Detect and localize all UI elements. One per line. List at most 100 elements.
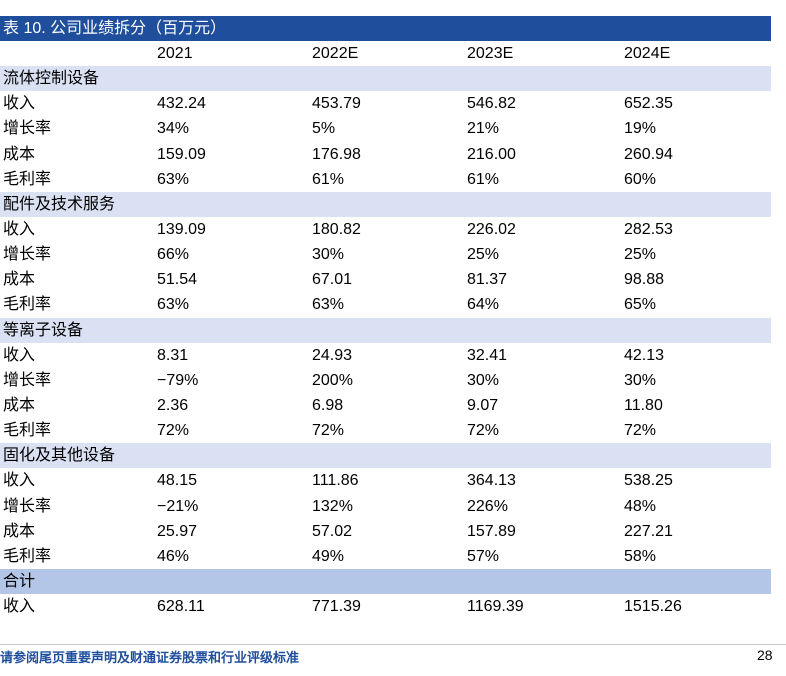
row-label: 增长率 <box>3 246 52 264</box>
section-row: 配件及技术服务 <box>0 191 771 217</box>
table-row: 收入 8.31 24.93 32.41 42.13 <box>0 343 771 368</box>
table-cell: 32.41 <box>467 346 508 364</box>
table-cell: 227.21 <box>624 522 673 540</box>
row-label: 毛利率 <box>3 547 52 565</box>
table-cell: 51.54 <box>157 271 198 289</box>
table-cell: 72% <box>624 422 657 440</box>
row-label: 增长率 <box>3 497 52 515</box>
row-label: 收入 <box>3 472 36 490</box>
table-cell: 49% <box>312 547 345 565</box>
table-cell: 63% <box>157 296 190 314</box>
table-cell: 48.15 <box>157 472 198 490</box>
row-label: 毛利率 <box>3 170 52 188</box>
table-row: 毛利率 63% 63% 64% 65% <box>0 292 771 317</box>
table-cell: 63% <box>312 296 345 314</box>
table-cell: 19% <box>624 120 657 138</box>
table-title: 表 10. 公司业绩拆分（百万元） <box>0 16 771 41</box>
table-cell: 98.88 <box>624 271 665 289</box>
table-cell: 6.98 <box>312 396 344 414</box>
row-label: 毛利率 <box>3 422 52 440</box>
table-cell: 1515.26 <box>624 598 682 616</box>
header-cell: 2024E <box>624 45 671 62</box>
table-cell: 30% <box>312 246 345 264</box>
section-row: 合计 <box>0 568 771 595</box>
row-label: 收入 <box>3 598 36 616</box>
table-row: 成本 2.36 6.98 9.07 11.80 <box>0 393 771 418</box>
table-cell: 176.98 <box>312 145 361 163</box>
row-label: 合计 <box>3 572 36 590</box>
table-cell: 282.53 <box>624 220 673 238</box>
table-cell: 58% <box>624 547 657 565</box>
row-label: 等离子设备 <box>3 321 84 339</box>
table-row: 毛利率 72% 72% 72% 72% <box>0 418 771 443</box>
table-row: 成本 25.97 57.02 157.89 227.21 <box>0 519 771 544</box>
table-row: 增长率 66% 30% 25% 25% <box>0 242 771 267</box>
row-label: 成本 <box>3 396 36 414</box>
table-row: 毛利率 63% 61% 61% 60% <box>0 167 771 192</box>
table-cell: 139.09 <box>157 220 206 238</box>
header-cell: 2021 <box>157 45 193 62</box>
table-cell: 453.79 <box>312 95 361 113</box>
table-cell: 432.24 <box>157 95 206 113</box>
table-header-row: 2021 2022E 2023E 2024E <box>0 41 771 66</box>
table-cell: 226% <box>467 497 508 515</box>
row-label: 成本 <box>3 522 36 540</box>
table-row: 收入 628.11 771.39 1169.39 1515.26 <box>0 594 771 619</box>
table-cell: 81.37 <box>467 271 508 289</box>
table-cell: −79% <box>157 371 199 389</box>
row-label: 流体控制设备 <box>3 70 100 88</box>
table-cell: 25% <box>624 246 657 264</box>
table-row: 成本 51.54 67.01 81.37 98.88 <box>0 267 771 292</box>
table-cell: 61% <box>467 170 500 188</box>
row-label: 毛利率 <box>3 296 52 314</box>
row-label: 收入 <box>3 95 36 113</box>
row-label: 增长率 <box>3 371 52 389</box>
table-cell: 2.36 <box>157 396 189 414</box>
table-cell: 8.31 <box>157 346 189 364</box>
table-cell: 42.13 <box>624 346 665 364</box>
table-cell: 57% <box>467 547 500 565</box>
table-cell: 67.01 <box>312 271 353 289</box>
table-cell: 72% <box>467 422 500 440</box>
table-cell: 25% <box>467 246 500 264</box>
table-cell: 1169.39 <box>467 598 524 616</box>
table-cell: 628.11 <box>157 598 205 616</box>
table-cell: 63% <box>157 170 190 188</box>
table-cell: 226.02 <box>467 220 516 238</box>
table-cell: 24.93 <box>312 346 353 364</box>
row-label: 成本 <box>3 271 36 289</box>
row-label: 收入 <box>3 220 36 238</box>
table-cell: 111.86 <box>312 472 359 490</box>
header-cell: 2022E <box>312 45 359 62</box>
table-row: 收入 139.09 180.82 226.02 282.53 <box>0 217 771 242</box>
table-cell: 30% <box>467 371 500 389</box>
table-cell: 64% <box>467 296 500 314</box>
footer-divider <box>0 644 786 645</box>
row-label: 固化及其他设备 <box>3 447 116 465</box>
table-row: 毛利率 46% 49% 57% 58% <box>0 544 771 569</box>
table-row: 增长率 −79% 200% 30% 30% <box>0 368 771 393</box>
table-row: 收入 432.24 453.79 546.82 652.35 <box>0 91 771 116</box>
table-row: 成本 159.09 176.98 216.00 260.94 <box>0 142 771 167</box>
table-cell: 216.00 <box>467 145 516 163</box>
table-cell: 260.94 <box>624 145 673 163</box>
header-cell: 2023E <box>467 45 514 62</box>
table-cell: 652.35 <box>624 95 673 113</box>
table-cell: 48% <box>624 497 657 515</box>
table-cell: 159.09 <box>157 145 206 163</box>
section-row: 等离子设备 <box>0 317 771 343</box>
table-cell: 46% <box>157 547 190 565</box>
section-row: 流体控制设备 <box>0 66 771 92</box>
footer-disclaimer: 请参阅尾页重要声明及财通证券股票和行业评级标准 <box>0 650 300 665</box>
table-cell: 132% <box>312 497 353 515</box>
table-cell: 546.82 <box>467 95 516 113</box>
table-cell: 21% <box>467 120 500 138</box>
table-cell: 30% <box>624 371 657 389</box>
table-cell: 157.89 <box>467 522 516 540</box>
row-label: 配件及技术服务 <box>3 195 116 213</box>
table-cell: 65% <box>624 296 657 314</box>
table-cell: 72% <box>157 422 190 440</box>
table-cell: 364.13 <box>467 472 516 490</box>
table-cell: 771.39 <box>312 598 361 616</box>
table-cell: 25.97 <box>157 522 198 540</box>
